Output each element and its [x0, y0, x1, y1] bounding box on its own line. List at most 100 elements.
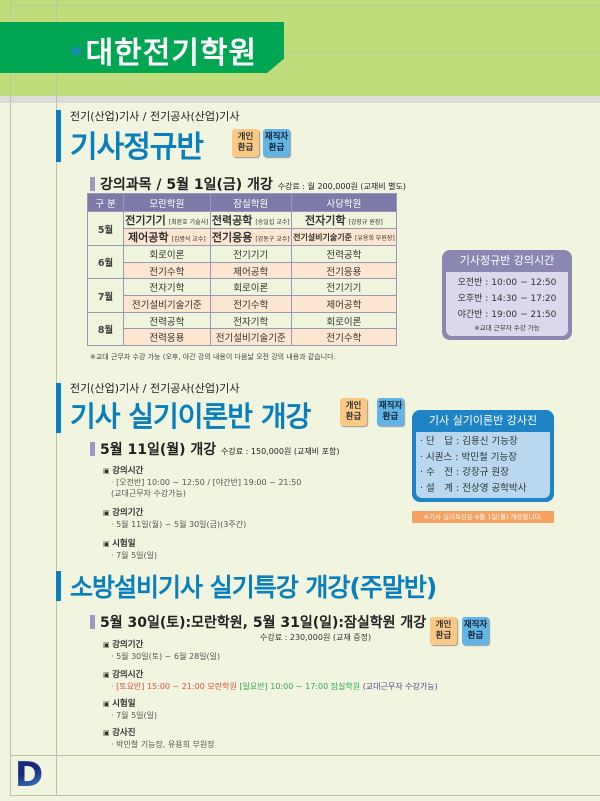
- detail-value: (교대근무자 수강가능): [111, 489, 187, 498]
- section-marker: [56, 571, 61, 601]
- worker-refund-badge: 재직자 환급: [377, 398, 404, 426]
- subject-cell: 전력응용: [123, 328, 211, 347]
- subject-cell: 전자기학 [강장규 원장]: [290, 211, 398, 229]
- subject-cell: 전력공학: [123, 311, 211, 330]
- frame-line: [10, 795, 600, 796]
- month-cell: 5월: [87, 211, 124, 246]
- table-row: 6월 회로이론 전기기기 전력공학: [87, 244, 398, 280]
- detail-heading: 강의기간: [103, 508, 301, 519]
- section1-subtitle: 전기(산업)기사 / 전기공사(산업)기사: [70, 110, 240, 123]
- instructor-line: · 수 전 : 강장규 원장: [420, 467, 509, 478]
- personal-refund-badge: 개인 환급: [340, 398, 367, 426]
- academy-name: 대한전기학원: [85, 36, 258, 71]
- section-marker: [56, 383, 61, 433]
- subject-cell: 전기기기 [최완호 기술사]: [123, 211, 211, 229]
- section3-details: 강의기간· 5월 30일(토) ~ 6월 28일(일) 강의시간· [토요반] …: [103, 640, 438, 757]
- star-icon: *: [70, 41, 84, 69]
- table-header: 모란학원: [123, 193, 211, 212]
- subject-cell: 전기설비기술기준: [123, 295, 211, 313]
- subject-cell: 제어공학: [290, 295, 398, 313]
- class-time-title: 기사정규반 강의시간: [459, 254, 555, 267]
- instructor: [강장규 원장]: [348, 219, 383, 226]
- detail-value: · 7월 5일(일): [111, 551, 158, 560]
- frame-line: [10, 755, 600, 756]
- class-time-line: 야간반 : 19:00 ~ 21:50: [457, 310, 557, 320]
- divider-strip: [0, 96, 600, 103]
- subject-cell: 제어공학 [김병석 교수]: [123, 228, 211, 246]
- month-cell: 6월: [87, 244, 124, 280]
- subject-cell: 전자기학: [209, 311, 292, 330]
- subject-cell: 전기설비기술기준 [유용희 부원장]: [290, 228, 398, 246]
- frame-line: [284, 52, 600, 53]
- section2-subtitle: 전기(산업)기사 / 전기공사(산업)기사: [70, 382, 240, 395]
- subject-cell: 전기기기: [290, 278, 398, 297]
- table-note: ※교대 근무자 수강 가능 (오후, 야간 강의 내용이 다음날 오전 강의 내…: [90, 353, 336, 361]
- instructor: [김병석 교수]: [171, 236, 206, 243]
- instructor: [강동구 교수]: [255, 236, 290, 243]
- subject-cell: 전기기기: [209, 245, 292, 263]
- subject: 전기응용: [211, 231, 253, 244]
- class-time-box: 기사정규반 강의시간 오전반 : 10:00 ~ 12:50 오후반 : 14:3…: [442, 250, 572, 340]
- month-cell: 8월: [87, 311, 124, 347]
- subject-cell: 전기수학: [290, 328, 398, 347]
- subject-cell: 전기수학: [123, 261, 211, 280]
- subject-cell: 회로이론: [123, 245, 211, 263]
- subject-cell: 전력공학 [송일섭 교수]: [209, 211, 292, 229]
- table-row: 전력응용 전기설비기술기준 전기수학: [88, 328, 398, 347]
- table-header: 사당학원: [290, 193, 398, 212]
- class-time-note: ※교대 근무자 수강 가능: [474, 324, 540, 332]
- table-row: 전기설비기술기준 전기수학 제어공학: [88, 295, 398, 313]
- class-time-line: 오전반 : 10:00 ~ 12:50: [457, 278, 557, 288]
- table-row: 전기수학 제어공학 전기응용: [88, 261, 398, 280]
- subject-cell: 전기수학: [209, 295, 292, 313]
- table-row: 8월 전력공학 전자기학 회로이론: [87, 311, 398, 347]
- frame-line: [10, 5, 600, 6]
- section3-heading: 5월 30일(토):모란학원, 5월 31일(일):잠실학원 개강: [90, 612, 426, 632]
- subject: 제어공학: [127, 231, 169, 244]
- detail-value: · 5월 11일(월) ~ 5월 30일(금)(3주간): [111, 520, 247, 529]
- instructor-line: · 시퀀스 : 박민철 기능장: [420, 451, 517, 463]
- section2-title: 기사 실기이론반 개강: [70, 400, 311, 433]
- worker-refund-badge: 재직자 환급: [263, 129, 290, 157]
- section-marker: [56, 110, 61, 162]
- month-cell: 7월: [87, 278, 124, 313]
- header-banner: *대한전기학원: [0, 22, 284, 73]
- detail-value: · [오전반] 10:00 ~ 12:50 / [야간반] 19:00 ~ 21…: [111, 478, 302, 487]
- schedule-table: 구 분 모란학원 잠실학원 사당학원 5월 전기기기 [최완호 기술사] 전력공학 [송일섭…: [87, 193, 398, 347]
- section1-title: 기사정규반: [70, 130, 204, 165]
- subject: 전자기학: [305, 214, 346, 227]
- subject-cell: 제어공학: [209, 261, 292, 280]
- subject-cell: 전기응용 [강동구 교수]: [209, 228, 292, 246]
- table-row: 제어공학 [김병석 교수] 전기응용 [강동구 교수] 전기설비기술기준 [유용희 …: [88, 228, 398, 246]
- subject-cell: 전기설비기술기준: [209, 328, 292, 347]
- fee: 수강료 : 월 200,000원 (교재비 별도): [277, 182, 407, 191]
- detail-heading: 시험일: [103, 539, 301, 550]
- instructor-box: 기사 실기이론반 강사진 · 단 답 : 김용신 기능장 · 시퀀스 : 박민철 …: [412, 410, 554, 502]
- instructor-line: · 설 계 : 전상영 공학박사: [420, 482, 527, 494]
- fee: 수강료 : 230,000원 (교재 증정): [260, 633, 372, 642]
- subject-cell: 전력공학: [290, 245, 398, 263]
- fee: 수강료 : 150,000원 (교재비 포함): [221, 447, 340, 456]
- subject-cell: 전자기학: [123, 278, 211, 297]
- subject: 전기기기: [125, 214, 166, 227]
- instructor: [송일섭 교수]: [255, 219, 290, 226]
- instructor-title: 기사 실기이론반 강사진: [428, 414, 538, 427]
- worker-refund-badge: 재직자 환급: [462, 617, 489, 645]
- table-header: 잠실학원: [209, 193, 292, 212]
- table-row: 5월 전기기기 [최완호 기술사] 전력공학 [송일섭 교수] 전자기학 [강장규 원…: [87, 211, 398, 246]
- instructor: [최완호 기술사]: [168, 219, 209, 226]
- subject-cell: 회로이론: [209, 278, 292, 297]
- detail-heading: 강의시간: [103, 466, 301, 477]
- section1-heading: 강의과목 / 5월 1일(금) 개강 수강료 : 월 200,000원 (교재비…: [90, 174, 406, 194]
- section2-details: 강의시간· [오전반] 10:00 ~ 12:50 / [야간반] 19:00 …: [103, 466, 301, 570]
- table-header: 구 분: [87, 193, 124, 212]
- section3-title: 소방설비기사 실기특강 개강(주말반): [70, 573, 437, 602]
- class-time-line: 오후반 : 14:30 ~ 17:20: [457, 294, 557, 304]
- subject: 전기설비기술기준: [293, 232, 352, 242]
- notice-banner: ※기사 실기특강은 6월 1일(월) 개강합니다.: [412, 511, 554, 523]
- subject-cell: 회로이론: [290, 311, 398, 330]
- instructor-line: · 단 답 : 김용신 기능장: [420, 436, 518, 447]
- instructor: [유용희 부원장]: [355, 234, 395, 242]
- subject-cell: 전기응용: [290, 261, 398, 280]
- logo: D: [15, 758, 49, 792]
